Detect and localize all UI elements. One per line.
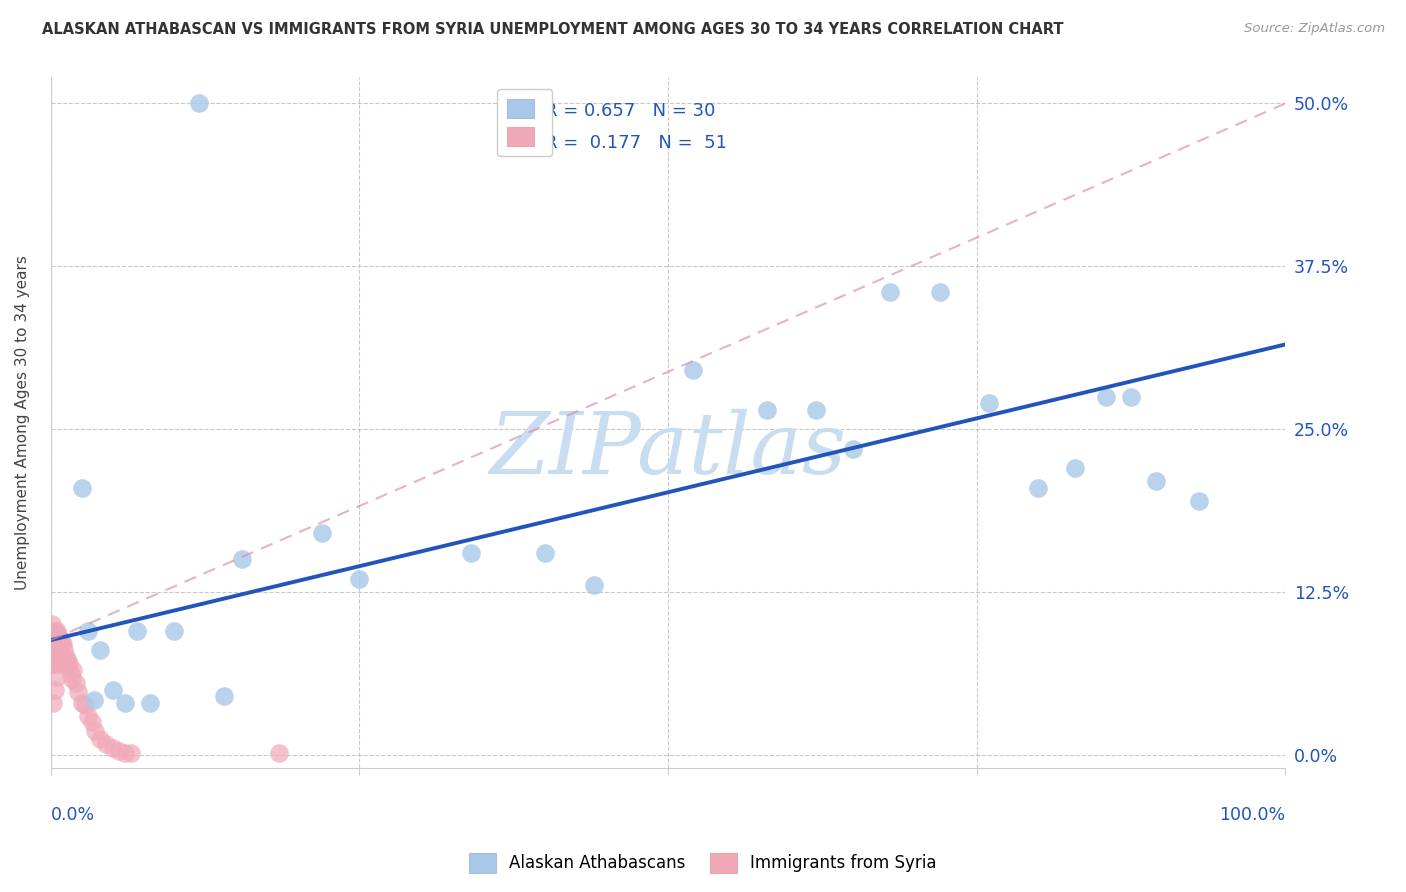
Point (46, 640, 69, 655)
Point (42, 637, 65, 651)
Point (582, 578, 605, 592)
Point (46, 650, 69, 665)
Point (42, 624, 65, 638)
Point (114, 696, 136, 710)
Point (45, 631, 67, 645)
Point (806, 402, 828, 417)
Point (55, 650, 77, 665)
Text: ZIPatlas: ZIPatlas (489, 409, 846, 491)
Point (842, 442, 865, 456)
Point (75, 698, 97, 713)
Point (89, 732, 111, 747)
Point (49, 646, 72, 660)
Text: 100.0%: 100.0% (1219, 805, 1285, 823)
Point (56, 659, 79, 673)
Point (49, 633, 72, 648)
Point (42, 696, 65, 710)
Point (48, 643, 70, 657)
Point (44, 682, 66, 697)
Point (89, 643, 111, 657)
Point (188, 96, 211, 111)
Point (46, 628, 69, 642)
Point (101, 682, 124, 697)
Legend: Alaskan Athabascans, Immigrants from Syria: Alaskan Athabascans, Immigrants from Syr… (463, 847, 943, 880)
Point (127, 624, 149, 638)
Y-axis label: Unemployment Among Ages 30 to 34 years: Unemployment Among Ages 30 to 34 years (15, 255, 30, 590)
Text: 0.0%: 0.0% (51, 805, 96, 823)
Point (42, 657, 65, 671)
Point (96, 737, 118, 751)
Point (41, 657, 63, 671)
Text: ALASKAN ATHABASCAN VS IMMIGRANTS FROM SYRIA UNEMPLOYMENT AMONG AGES 30 TO 34 YEA: ALASKAN ATHABASCAN VS IMMIGRANTS FROM SY… (42, 22, 1064, 37)
Point (755, 402, 778, 417)
Point (52, 650, 75, 665)
Legend: , : , (498, 89, 553, 156)
Point (48, 657, 70, 671)
Point (107, 744, 129, 758)
Point (682, 363, 704, 377)
Point (44, 637, 66, 651)
Point (56, 654, 79, 668)
Point (76, 708, 98, 723)
Text: R =  0.177   N =  51: R = 0.177 N = 51 (544, 134, 727, 152)
Point (70, 481, 93, 495)
Text: R = 0.657   N = 30: R = 0.657 N = 30 (544, 102, 716, 120)
Point (80, 715, 103, 730)
Point (231, 552, 253, 566)
Point (114, 747, 136, 761)
Point (349, 572, 371, 586)
Point (76, 624, 98, 638)
Point (51, 650, 73, 665)
Point (928, 285, 950, 300)
Point (879, 285, 901, 300)
Point (46, 637, 69, 651)
Point (45, 643, 67, 657)
Point (1144, 474, 1167, 488)
Point (44, 624, 66, 638)
Point (44, 650, 66, 665)
Point (83, 693, 105, 707)
Point (1028, 481, 1050, 495)
Point (66, 685, 89, 699)
Point (977, 396, 1000, 410)
Point (212, 689, 235, 703)
Point (1119, 390, 1142, 404)
Point (460, 546, 482, 560)
Point (59, 667, 82, 681)
Point (163, 624, 186, 638)
Point (48, 631, 70, 645)
Point (1064, 461, 1087, 475)
Point (60, 672, 83, 686)
Point (101, 741, 124, 756)
Point (52, 637, 75, 651)
Point (53, 643, 76, 657)
Point (533, 546, 555, 560)
Point (269, 747, 291, 761)
Point (51, 637, 73, 651)
Point (311, 526, 333, 541)
Point (58, 657, 80, 671)
Point (41, 637, 63, 651)
Point (46, 654, 69, 668)
Point (46, 624, 69, 638)
Point (62, 663, 84, 677)
Point (138, 696, 160, 710)
Point (120, 747, 142, 761)
Point (1188, 493, 1211, 508)
Point (1095, 390, 1118, 404)
Point (70, 696, 93, 710)
Point (84, 724, 107, 739)
Point (65, 676, 87, 690)
Text: Source: ZipAtlas.com: Source: ZipAtlas.com (1244, 22, 1385, 36)
Point (41, 617, 63, 632)
Point (46, 669, 69, 683)
